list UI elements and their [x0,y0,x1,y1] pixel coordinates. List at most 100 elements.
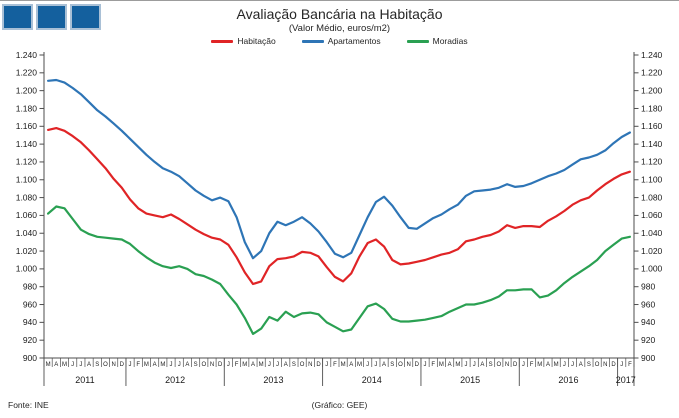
x-axis-month-label: D [513,362,518,368]
legend-item-moradias: Moradias [406,36,468,46]
x-axis-month-label: F [431,362,435,368]
y-axis-tick-label-right: 1.000 [641,264,663,274]
x-axis-month-label: N [210,362,214,368]
x-axis-month-label: S [95,362,99,368]
x-axis-month-label: O [398,362,403,368]
y-axis-tick-label-left: 1.080 [16,192,38,202]
x-axis-month-label: M [341,362,346,368]
x-axis-month-label: S [587,362,591,368]
window-top-border [0,0,679,1]
y-axis-tick-label-right: 1.140 [641,139,663,149]
y-axis-tick-label-left: 1.120 [16,157,38,167]
x-axis-month-label: S [489,362,493,368]
y-axis-tick-label-right: 1.240 [641,50,663,60]
x-axis-month-label: A [382,362,386,368]
x-axis-month-label: M [537,362,542,368]
x-axis-month-label: A [153,362,157,368]
x-axis-month-label: J [178,362,181,368]
y-axis-tick-label-right: 980 [641,282,655,292]
x-axis-month-label: J [276,362,279,368]
x-axis-month-label: M [144,362,149,368]
x-axis-month-label: M [439,362,444,368]
x-axis-month-label: J [170,362,173,368]
x-axis-month-label: A [546,362,550,368]
y-axis-tick-label-right: 1.180 [641,103,663,113]
x-axis-month-label: O [103,362,108,368]
x-axis-month-label: D [316,362,321,368]
y-axis-tick-label-left: 1.200 [16,85,38,95]
y-axis-tick-label-left: 1.140 [16,139,38,149]
y-axis-tick-label-right: 1.120 [641,157,663,167]
x-axis-month-label: F [136,362,140,368]
y-axis-tick-label-left: 980 [23,282,37,292]
y-axis-tick-label-right: 1.220 [641,68,663,78]
x-axis-month-label: A [284,362,288,368]
x-axis-month-label: M [242,362,247,368]
x-axis-month-label: J [620,362,623,368]
x-axis-month-label: S [292,362,296,368]
x-axis-year-label: 2013 [263,375,283,385]
legend-label: Moradias [432,36,468,46]
x-axis-month-label: D [120,362,125,368]
x-axis-month-label: F [333,362,337,368]
y-axis-tick-label-left: 1.240 [16,50,38,60]
y-axis-tick-label-right: 1.200 [641,85,663,95]
logo-square [2,4,33,30]
y-axis-tick-label-left: 1.020 [16,246,38,256]
y-axis-tick-label-left: 1.220 [16,68,38,78]
y-axis-tick-label-left: 1.000 [16,264,38,274]
x-axis-month-label: M [160,362,165,368]
x-axis-month-label: J [79,362,82,368]
x-axis-month-label: F [628,362,632,368]
x-axis-month-label: M [46,362,51,368]
y-axis-tick-label-left: 1.180 [16,103,38,113]
x-axis-month-label: S [390,362,394,368]
x-axis-month-label: J [374,362,377,368]
legend-line-swatch [211,39,234,43]
x-axis-month-label: J [522,362,525,368]
x-axis-month-label: J [325,362,328,368]
x-axis-month-label: F [530,362,534,368]
y-axis-tick-label-right: 1.020 [641,246,663,256]
x-axis-month-label: N [505,362,509,368]
x-axis-month-label: N [603,362,607,368]
x-axis-month-label: M [259,362,264,368]
legend-label: Apartamentos [327,36,381,46]
x-axis-year-label: 2011 [75,375,94,385]
legend-item-habitacao: Habitação [211,36,276,46]
x-axis-month-label: J [268,362,271,368]
x-axis-month-label: J [424,362,427,368]
x-axis-month-label: J [71,362,74,368]
y-axis-tick-label-right: 940 [641,317,655,327]
x-axis-month-label: J [465,362,468,368]
x-axis-month-label: D [415,362,420,368]
y-axis-tick-label-right: 1.040 [641,228,663,238]
x-axis-month-label: J [227,362,230,368]
x-axis-month-label: D [611,362,616,368]
x-axis-month-label: A [87,362,91,368]
chart-legend: Habitação Apartamentos Moradias [0,36,679,46]
x-axis-month-label: A [185,362,189,368]
x-axis-month-label: A [54,362,58,368]
y-axis-tick-label-left: 1.040 [16,228,38,238]
x-axis-month-label: J [129,362,132,368]
series-line-habitacao [46,127,632,286]
x-axis-month-label: J [563,362,566,368]
x-axis-year-label: 2017 [616,375,636,385]
chart-title: Avaliação Bancária na Habitação [236,6,443,22]
y-axis-tick-label-right: 920 [641,335,655,345]
legend-line-swatch [301,39,324,43]
x-axis-month-label: M [357,362,362,368]
y-axis-tick-label-left: 900 [23,353,37,363]
logo-square [70,4,101,30]
x-axis-month-label: N [308,362,312,368]
y-axis-tick-label-right: 960 [641,299,655,309]
x-axis-year-label: 2015 [460,375,480,385]
y-axis-tick-label-left: 1.100 [16,175,38,185]
x-axis-month-label: A [448,362,452,368]
series-line-apartamentos [46,78,632,260]
x-axis-month-label: O [300,362,305,368]
legend-item-apartamentos: Apartamentos [301,36,381,46]
